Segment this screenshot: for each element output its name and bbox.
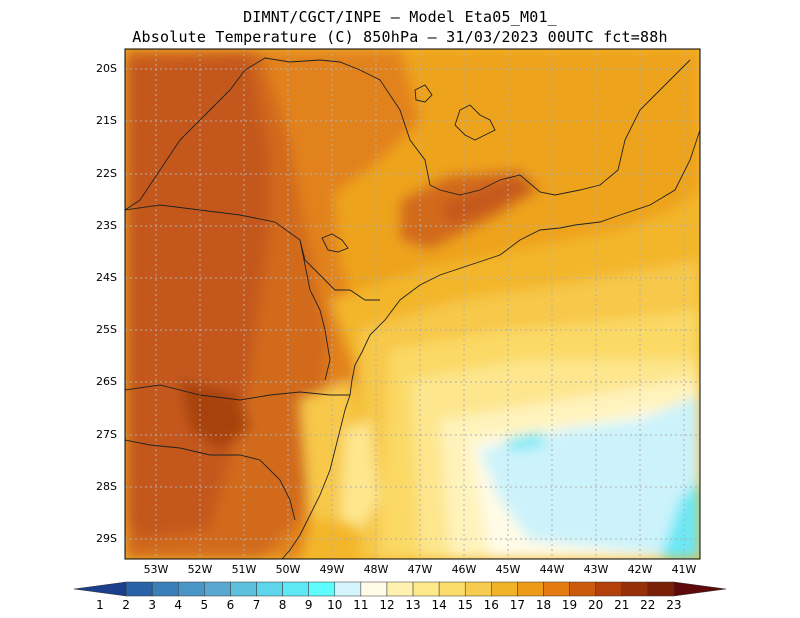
lon-label: 42W bbox=[627, 563, 653, 576]
colorbar-label: 17 bbox=[509, 598, 526, 612]
title-line-2: Absolute Temperature (C) 850hPa — 31/03/… bbox=[132, 28, 668, 46]
colorbar-label: 9 bbox=[304, 598, 313, 612]
lat-label: 24S bbox=[96, 271, 117, 284]
lon-label: 48W bbox=[363, 563, 389, 576]
field-9-ocean bbox=[505, 432, 545, 450]
colorbar-swatch bbox=[412, 581, 440, 597]
colorbar-swatch bbox=[125, 581, 153, 597]
state-border-sp-pr bbox=[125, 69, 380, 301]
colorbar-label: 12 bbox=[379, 598, 395, 612]
colorbar-label: 11 bbox=[353, 598, 369, 612]
lon-label: 52W bbox=[187, 563, 213, 576]
lat-label: 25S bbox=[96, 323, 117, 336]
state-border-pr-sc bbox=[125, 384, 350, 401]
field-10-ocean bbox=[480, 395, 700, 559]
colorbar-swatch bbox=[151, 581, 179, 597]
colorbar-label: 20 bbox=[588, 598, 604, 612]
colorbar-label: 10 bbox=[327, 598, 343, 612]
lat-label: 23S bbox=[96, 219, 117, 232]
colorbar-label: 5 bbox=[200, 598, 209, 612]
reservoir-1 bbox=[454, 104, 496, 141]
title-line-1: DIMNT/CGCT/INPE — Model Eta05_M01_ bbox=[243, 8, 557, 26]
lat-label: 21S bbox=[96, 114, 117, 127]
lon-label: 53W bbox=[143, 563, 169, 576]
colorbar bbox=[73, 581, 727, 597]
lon-label: 46W bbox=[451, 563, 477, 576]
field-21-southwest bbox=[180, 380, 250, 450]
colorbar-swatch bbox=[621, 581, 649, 597]
colorbar-swatch bbox=[386, 581, 414, 597]
colorbar-swatch bbox=[308, 581, 336, 597]
lon-label: 50W bbox=[275, 563, 301, 576]
colorbar-label: 23 bbox=[666, 598, 682, 612]
lon-label: 43W bbox=[583, 563, 609, 576]
colorbar-label: 1 bbox=[96, 598, 104, 612]
colorbar-swatch bbox=[73, 581, 127, 597]
colorbar-label: 3 bbox=[148, 598, 156, 612]
colorbar-swatch bbox=[256, 581, 283, 597]
field-13-inland bbox=[340, 420, 380, 530]
colorbar-swatch bbox=[204, 581, 231, 597]
lon-label: 45W bbox=[495, 563, 521, 576]
colorbar-label: 16 bbox=[483, 598, 499, 612]
colorbar-swatch bbox=[543, 581, 570, 597]
colorbar-swatch bbox=[569, 581, 596, 597]
lat-label: 29S bbox=[96, 532, 117, 545]
colorbar-swatch bbox=[230, 581, 257, 597]
lat-label: 26S bbox=[96, 375, 117, 388]
colorbar-label: 22 bbox=[640, 598, 656, 612]
state-border-mg-rj bbox=[429, 59, 691, 196]
state-border-sp-mg bbox=[244, 57, 431, 186]
colorbar-label: 14 bbox=[431, 598, 447, 612]
coastline bbox=[281, 129, 700, 559]
lon-label: 44W bbox=[539, 563, 565, 576]
colorbar-swatch bbox=[438, 581, 466, 597]
reservoir-2 bbox=[414, 84, 433, 103]
colorbar-swatch bbox=[360, 581, 388, 597]
colorbar-swatch bbox=[595, 581, 622, 597]
colorbar-swatch bbox=[673, 581, 727, 597]
colorbar-swatch bbox=[464, 581, 492, 597]
state-border-sc-rs bbox=[125, 439, 296, 521]
colorbar-label: 6 bbox=[226, 598, 235, 612]
lon-label: 47W bbox=[407, 563, 433, 576]
colorbar-label: 4 bbox=[174, 598, 183, 612]
temperature-field bbox=[125, 49, 700, 559]
coastline-borders bbox=[125, 57, 700, 559]
colorbar-label: 21 bbox=[614, 598, 630, 612]
colorbar-swatch bbox=[491, 581, 518, 597]
colorbar-swatch bbox=[282, 581, 309, 597]
lat-label: 27S bbox=[96, 428, 117, 441]
colorbar-label: 8 bbox=[278, 598, 287, 612]
colorbar-label: 13 bbox=[405, 598, 421, 612]
lat-label: 20S bbox=[96, 62, 117, 75]
lat-label: 22S bbox=[96, 167, 117, 180]
colorbar-swatch bbox=[517, 581, 544, 597]
colorbar-swatch bbox=[334, 581, 362, 597]
reservoir-3 bbox=[321, 233, 349, 253]
river-parana bbox=[299, 239, 331, 381]
colorbar-swatch bbox=[178, 581, 205, 597]
lon-label: 41W bbox=[671, 563, 697, 576]
colorbar-label: 19 bbox=[561, 598, 578, 612]
colorbar-swatch bbox=[647, 581, 675, 597]
colorbar-label: 2 bbox=[122, 598, 130, 612]
lat-label: 28S bbox=[96, 480, 117, 493]
colorbar-label: 15 bbox=[457, 598, 473, 612]
gridlines bbox=[125, 49, 700, 559]
lon-label: 49W bbox=[319, 563, 345, 576]
colorbar-label: 7 bbox=[252, 598, 261, 612]
map-frame bbox=[124, 48, 701, 560]
colorbar-label: 18 bbox=[535, 598, 552, 612]
lon-label: 51W bbox=[231, 563, 257, 576]
